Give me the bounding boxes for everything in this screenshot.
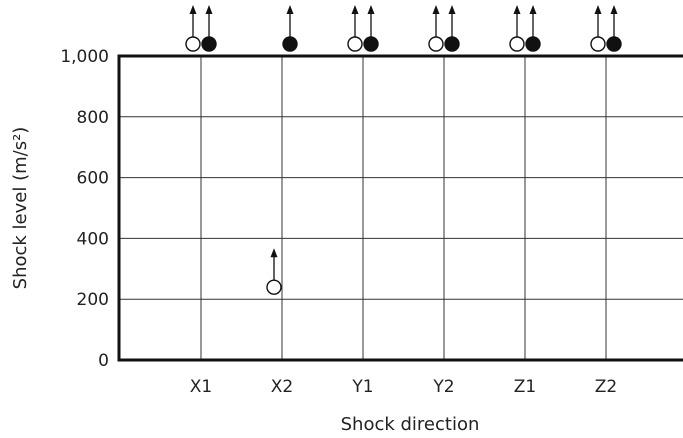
open-circle-marker: [509, 36, 525, 52]
up-arrow: [513, 5, 521, 38]
arrow-head: [189, 5, 197, 14]
up-arrow: [286, 5, 294, 38]
up-arrow: [529, 5, 537, 38]
y-axis-label: Shock level (m/s²): [10, 127, 31, 290]
arrow-head: [270, 248, 278, 258]
up-arrow: [448, 5, 456, 38]
grid-lines: [119, 56, 683, 360]
filled-circle-marker: [201, 36, 217, 52]
arrow-head: [205, 5, 213, 14]
open-circle-marker: [590, 36, 606, 52]
x-tick-label: Z1: [514, 377, 536, 397]
arrow-head: [432, 5, 440, 14]
x-axis-label: Shock direction: [341, 414, 480, 435]
arrow-head: [594, 5, 602, 14]
x-tick-label: Y2: [432, 377, 454, 397]
x-tick-labels: X1 X2 Y1 Y2 Z1 Z2: [190, 377, 617, 397]
up-arrow: [367, 5, 375, 38]
open-circle-marker: [428, 36, 444, 52]
open-circle-marker: [347, 36, 363, 52]
y-tick-labels: 0 200 400 600 800 1,000: [60, 47, 109, 371]
axes: [117, 54, 683, 362]
up-arrow: [205, 5, 213, 38]
up-arrow: [351, 5, 359, 38]
arrow-head: [529, 5, 537, 14]
filled-circle-marker: [606, 36, 622, 52]
filled-circle-marker: [444, 36, 460, 52]
x-tick-label: X1: [190, 377, 212, 397]
arrow-head: [448, 5, 456, 14]
y-tick-label: 600: [77, 169, 109, 189]
y-tick-label: 400: [77, 229, 109, 249]
open-circle-marker: [185, 36, 201, 52]
y-tick-label: 0: [98, 351, 109, 371]
filled-circle-marker: [282, 36, 298, 52]
arrow-head: [513, 5, 521, 14]
y-tick-label: 800: [77, 108, 109, 128]
x-tick-label: Y1: [351, 377, 373, 397]
arrow-head: [286, 5, 294, 14]
up-arrow: [270, 248, 278, 282]
up-arrow: [610, 5, 618, 38]
up-arrow: [432, 5, 440, 38]
arrow-head: [351, 5, 359, 14]
x-tick-label: X2: [271, 377, 293, 397]
filled-circle-marker: [525, 36, 541, 52]
y-tick-label: 1,000: [60, 47, 109, 67]
up-arrow: [189, 5, 197, 38]
data-marks: [185, 5, 622, 295]
arrow-head: [367, 5, 375, 14]
filled-circle-marker: [363, 36, 379, 52]
open-circle-marker: [266, 279, 282, 295]
up-arrow: [594, 5, 602, 38]
arrow-head: [610, 5, 618, 14]
y-tick-label: 200: [77, 290, 109, 310]
x-tick-label: Z2: [595, 377, 617, 397]
